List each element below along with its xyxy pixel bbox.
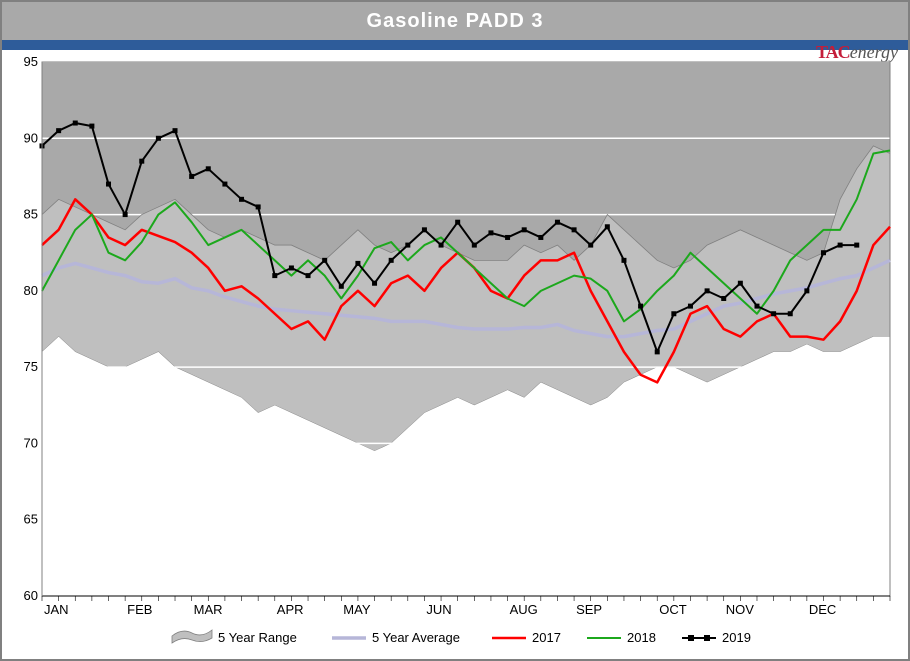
svg-text:DEC: DEC [809, 602, 836, 617]
svg-text:2019: 2019 [722, 630, 751, 645]
svg-text:5 Year Average: 5 Year Average [372, 630, 460, 645]
svg-text:80: 80 [24, 283, 38, 298]
chart-window: Gasoline PADD 3 TACenergy 60657075808590… [0, 0, 910, 661]
svg-text:2018: 2018 [627, 630, 656, 645]
plot-area: 60 65 70 75 80 85 90 95 JAN FEB MAR APR MAY JUN AUG SEP… [24, 56, 896, 624]
svg-text:SEP: SEP [576, 602, 602, 617]
svg-text:2017: 2017 [532, 630, 561, 645]
title-bar: Gasoline PADD 3 [2, 2, 908, 40]
chart-svg: 60 65 70 75 80 85 90 95 JAN FEB MAR APR MAY JUN AUG SEP… [24, 56, 896, 658]
svg-text:60: 60 [24, 588, 38, 603]
svg-text:OCT: OCT [659, 602, 687, 617]
accent-bar [2, 40, 908, 50]
svg-text:MAY: MAY [343, 602, 371, 617]
svg-text:70: 70 [24, 435, 38, 450]
chart-title: Gasoline PADD 3 [367, 10, 544, 33]
svg-text:MAR: MAR [194, 602, 223, 617]
svg-text:75: 75 [24, 359, 38, 374]
svg-text:JUN: JUN [426, 602, 451, 617]
svg-text:65: 65 [24, 512, 38, 527]
svg-text:APR: APR [277, 602, 304, 617]
svg-text:FEB: FEB [127, 602, 152, 617]
svg-text:85: 85 [24, 207, 38, 222]
svg-text:90: 90 [24, 130, 38, 145]
svg-text:NOV: NOV [726, 602, 755, 617]
svg-text:JAN: JAN [44, 602, 69, 617]
svg-text:AUG: AUG [510, 602, 538, 617]
svg-text:95: 95 [24, 56, 38, 69]
svg-text:5 Year Range: 5 Year Range [218, 630, 297, 645]
